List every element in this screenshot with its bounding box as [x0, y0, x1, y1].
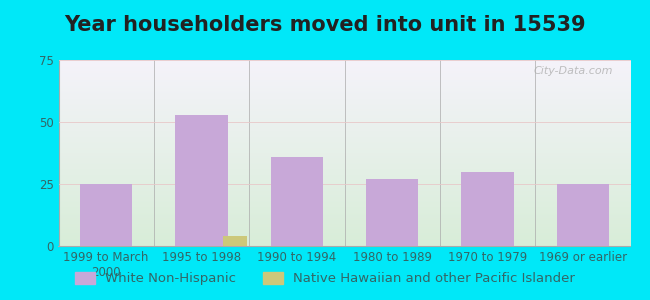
- Text: City-Data.com: City-Data.com: [534, 66, 614, 76]
- Bar: [366, 179, 419, 246]
- Bar: [462, 172, 514, 246]
- Bar: [80, 184, 133, 246]
- Bar: [176, 115, 227, 246]
- Bar: [270, 157, 323, 246]
- Legend: White Non-Hispanic, Native Hawaiian and other Pacific Islander: White Non-Hispanic, Native Hawaiian and …: [70, 266, 580, 290]
- Bar: [556, 184, 609, 246]
- Text: Year householders moved into unit in 15539: Year householders moved into unit in 155…: [64, 15, 586, 35]
- Bar: [223, 236, 247, 246]
